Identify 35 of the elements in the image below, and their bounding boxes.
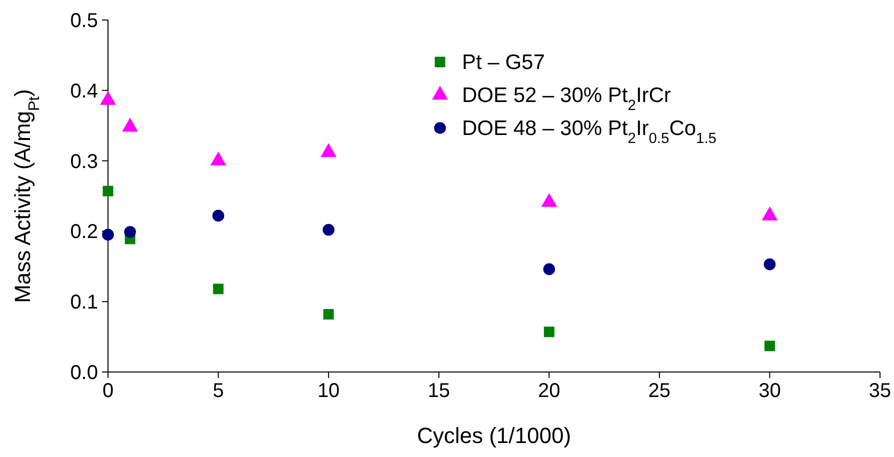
point <box>764 340 775 352</box>
point <box>124 226 136 238</box>
point <box>762 206 778 220</box>
x-tick-label: 15 <box>428 380 450 402</box>
point <box>212 210 224 222</box>
x-tick-label: 5 <box>212 380 224 402</box>
point <box>210 152 226 166</box>
point <box>320 143 337 157</box>
legend-label: DOE 48 – 30% Pt$_{2}$Ir$_{0.5}$Co$_{1.5}$ <box>462 117 716 147</box>
point <box>541 193 558 207</box>
y-tick-label: 0.0 <box>70 362 98 384</box>
point <box>764 258 776 270</box>
y-tick-label: 0.1 <box>70 292 98 314</box>
point <box>322 224 334 236</box>
point <box>102 228 114 241</box>
legend-label: Pt – G57 <box>462 51 545 74</box>
point <box>100 91 116 105</box>
point <box>102 186 114 196</box>
point <box>122 118 138 132</box>
x-axis-title: Cycles (1/1000) <box>416 423 572 448</box>
y-tick-label: 0.5 <box>70 10 98 32</box>
x-tick-label: 20 <box>538 380 560 402</box>
x-tick-label: 25 <box>648 380 671 402</box>
x-tick-label: 10 <box>317 380 340 402</box>
x-tick-label: 35 <box>868 380 892 402</box>
point <box>543 263 556 276</box>
y-tick-label: 0.3 <box>70 150 98 173</box>
legend-label: DOE 52 – 30% Pt$_{2}$IrCr <box>462 84 671 114</box>
point <box>544 326 554 338</box>
y-tick-label: 0.4 <box>70 80 98 102</box>
y-tick-label: 0.2 <box>70 221 98 244</box>
x-tick-label: 30 <box>758 380 781 402</box>
point <box>323 309 334 320</box>
x-tick-label: 0 <box>102 380 114 402</box>
point <box>213 284 224 294</box>
